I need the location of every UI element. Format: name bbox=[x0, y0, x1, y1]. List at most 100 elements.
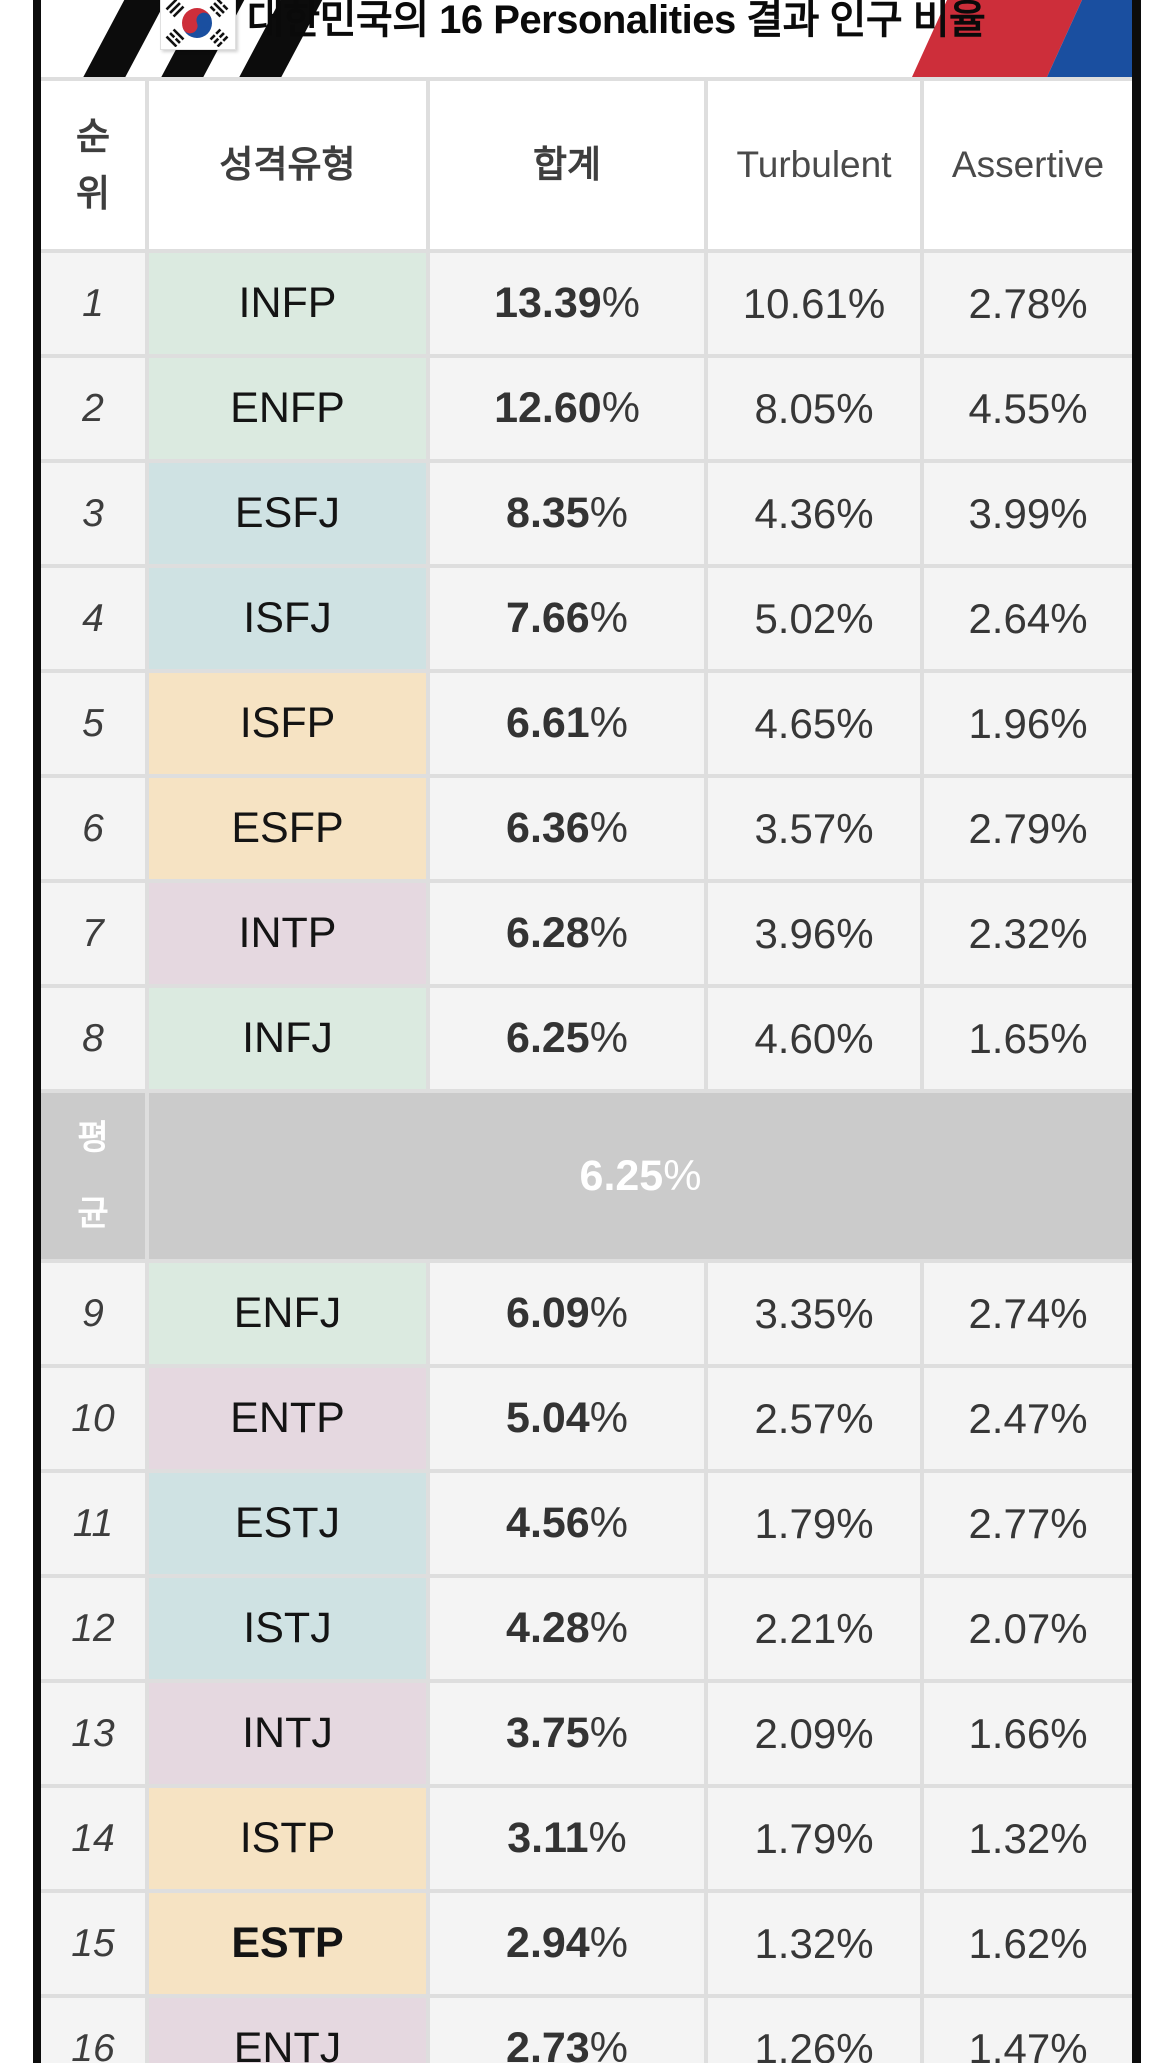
type-cell: ESFJ bbox=[149, 463, 426, 564]
percent-sign: % bbox=[663, 1151, 702, 1200]
assertive-cell: 1.96% bbox=[924, 673, 1132, 774]
total-value: 3.11 bbox=[507, 1814, 589, 1862]
assertive-cell: 3.99% bbox=[924, 463, 1132, 564]
type-cell: ENFJ bbox=[149, 1263, 426, 1364]
assertive-cell: 1.65% bbox=[924, 988, 1132, 1089]
total-cell: 3.75% bbox=[430, 1683, 704, 1784]
turbulent-cell: 3.96% bbox=[708, 883, 920, 984]
rank-cell: 11 bbox=[41, 1473, 145, 1574]
total-cell: 3.11% bbox=[430, 1788, 704, 1889]
type-label: ESFP bbox=[231, 804, 344, 852]
total-cell: 5.04% bbox=[430, 1368, 704, 1469]
assertive-cell: 1.32% bbox=[924, 1788, 1132, 1889]
average-row-label: 평균 bbox=[41, 1093, 145, 1259]
total-cell: 7.66% bbox=[430, 568, 704, 669]
percent-sign: % bbox=[589, 1919, 628, 1967]
right-border bbox=[1132, 0, 1141, 2063]
type-cell: INFJ bbox=[149, 988, 426, 1089]
percent-sign: % bbox=[589, 1604, 628, 1652]
percent-sign: % bbox=[589, 1289, 628, 1337]
type-cell: ESTJ bbox=[149, 1473, 426, 1574]
percent-sign: % bbox=[601, 384, 640, 432]
type-cell: ESTP bbox=[149, 1893, 426, 1994]
turbulent-cell: 8.05% bbox=[708, 358, 920, 459]
percent-sign: % bbox=[589, 1499, 628, 1547]
average-value: 6.25 bbox=[579, 1151, 664, 1200]
turbulent-cell: 4.65% bbox=[708, 673, 920, 774]
type-cell: ENTJ bbox=[149, 1998, 426, 2063]
header-turbulent: Turbulent bbox=[708, 81, 920, 249]
title-banner: 대한민국의 16 Personalities 결과 인구 비율 bbox=[41, 0, 1132, 77]
rank-cell: 7 bbox=[41, 883, 145, 984]
total-value: 6.61 bbox=[506, 699, 590, 747]
type-cell: ENFP bbox=[149, 358, 426, 459]
type-label: INTJ bbox=[242, 1709, 333, 1757]
type-label: ISTJ bbox=[243, 1604, 332, 1652]
total-value: 5.04 bbox=[506, 1394, 590, 1442]
type-label: ISFJ bbox=[243, 594, 332, 642]
total-cell: 4.28% bbox=[430, 1578, 704, 1679]
total-value: 4.56 bbox=[506, 1499, 590, 1547]
assertive-cell: 1.62% bbox=[924, 1893, 1132, 1994]
percent-sign: % bbox=[589, 489, 628, 537]
rank-cell: 10 bbox=[41, 1368, 145, 1469]
header-total: 합계 bbox=[430, 81, 704, 249]
assertive-cell: 1.47% bbox=[924, 1998, 1132, 2063]
percent-sign: % bbox=[589, 699, 628, 747]
percent-sign: % bbox=[589, 1014, 628, 1062]
type-label: ESTP bbox=[231, 1919, 344, 1967]
rank-cell: 9 bbox=[41, 1263, 145, 1364]
south-korea-flag-icon bbox=[160, 0, 236, 50]
rank-cell: 16 bbox=[41, 1998, 145, 2063]
turbulent-cell: 3.35% bbox=[708, 1263, 920, 1364]
total-cell: 8.35% bbox=[430, 463, 704, 564]
total-value: 2.94 bbox=[506, 1919, 590, 1967]
total-cell: 13.39% bbox=[430, 253, 704, 354]
turbulent-cell: 4.60% bbox=[708, 988, 920, 1089]
type-label: ESTJ bbox=[234, 1499, 341, 1547]
percent-sign: % bbox=[589, 804, 628, 852]
percent-sign: % bbox=[589, 594, 628, 642]
assertive-cell: 2.77% bbox=[924, 1473, 1132, 1574]
rank-cell: 14 bbox=[41, 1788, 145, 1889]
type-cell: ISFP bbox=[149, 673, 426, 774]
total-cell: 6.25% bbox=[430, 988, 704, 1089]
total-value: 4.28 bbox=[506, 1604, 590, 1652]
total-value: 7.66 bbox=[506, 594, 590, 642]
total-cell: 6.36% bbox=[430, 778, 704, 879]
assertive-cell: 4.55% bbox=[924, 358, 1132, 459]
rank-cell: 3 bbox=[41, 463, 145, 564]
type-label: ISFP bbox=[239, 699, 336, 747]
total-value: 6.36 bbox=[506, 804, 590, 852]
rank-cell: 5 bbox=[41, 673, 145, 774]
rank-cell: 12 bbox=[41, 1578, 145, 1679]
percent-sign: % bbox=[589, 2024, 628, 2063]
total-value: 12.60 bbox=[494, 384, 602, 432]
total-value: 6.09 bbox=[506, 1289, 590, 1337]
turbulent-cell: 2.21% bbox=[708, 1578, 920, 1679]
rank-cell: 2 bbox=[41, 358, 145, 459]
turbulent-cell: 2.57% bbox=[708, 1368, 920, 1469]
percent-sign: % bbox=[589, 1709, 628, 1757]
header-type: 성격유형 bbox=[149, 81, 426, 249]
turbulent-cell: 2.09% bbox=[708, 1683, 920, 1784]
assertive-cell: 2.47% bbox=[924, 1368, 1132, 1469]
type-label: ENFP bbox=[230, 384, 345, 432]
type-label: ENFJ bbox=[233, 1289, 342, 1337]
turbulent-cell: 10.61% bbox=[708, 253, 920, 354]
total-cell: 6.61% bbox=[430, 673, 704, 774]
type-label: INFP bbox=[238, 279, 337, 327]
turbulent-cell: 1.79% bbox=[708, 1788, 920, 1889]
type-label: ENTP bbox=[230, 1394, 345, 1442]
type-label: INTP bbox=[238, 909, 337, 957]
percent-sign: % bbox=[601, 279, 640, 327]
assertive-cell: 1.66% bbox=[924, 1683, 1132, 1784]
type-cell: ESFP bbox=[149, 778, 426, 879]
type-cell: INTJ bbox=[149, 1683, 426, 1784]
average-value-cell: 6.25% bbox=[149, 1093, 1132, 1259]
total-value: 2.73 bbox=[506, 2024, 590, 2063]
black-stripe bbox=[76, 0, 172, 77]
assertive-cell: 2.78% bbox=[924, 253, 1132, 354]
percent-sign: % bbox=[589, 909, 628, 957]
